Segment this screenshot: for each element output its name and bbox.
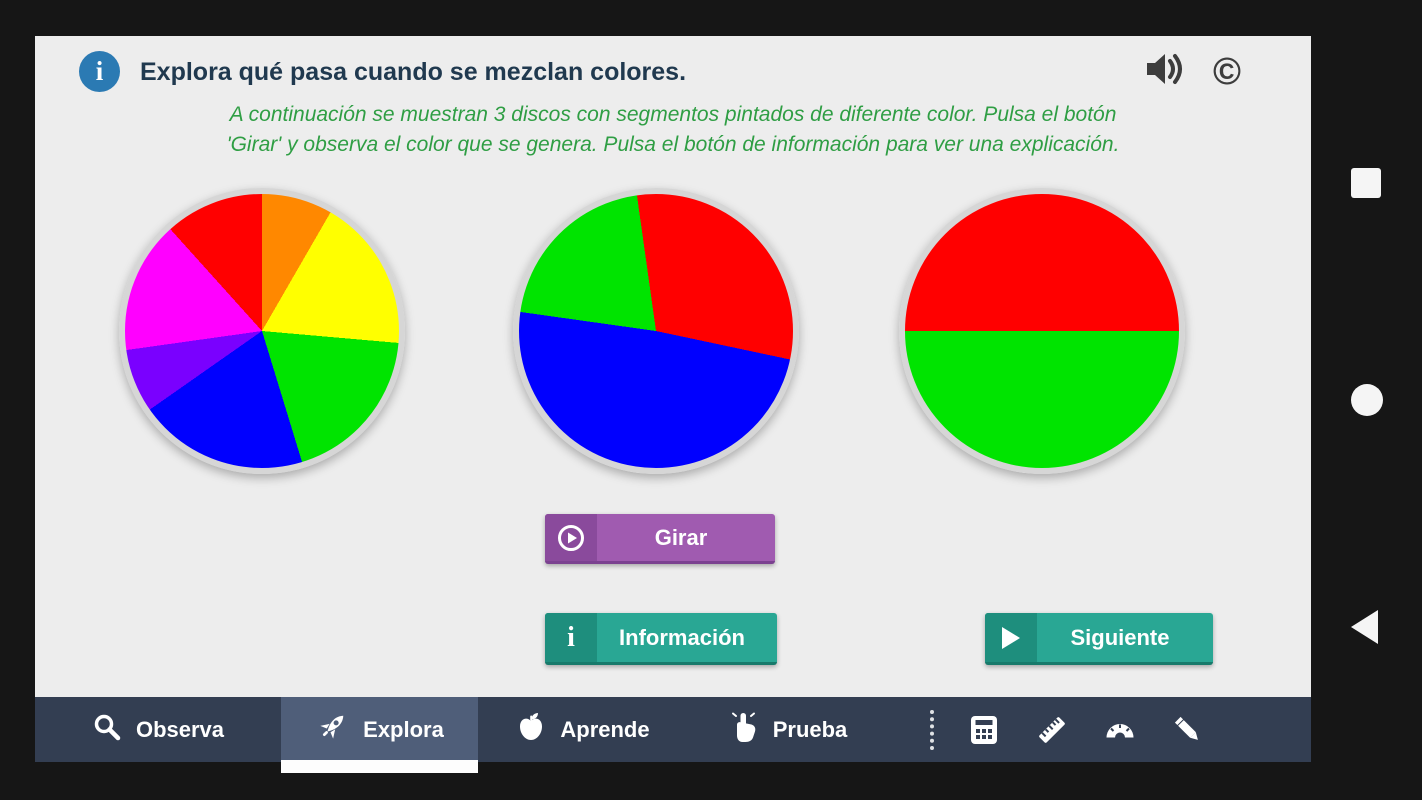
play-icon: [985, 613, 1037, 662]
tab-prueba[interactable]: Prueba: [688, 697, 888, 762]
bottom-navbar: Observa Explora: [35, 697, 1311, 773]
info-icon: i: [545, 613, 597, 662]
android-system-nav: [1310, 0, 1422, 800]
girar-button[interactable]: Girar: [545, 514, 775, 564]
speaker-icon[interactable]: [1145, 52, 1187, 91]
instructions: A continuación se muestran 3 discos con …: [35, 100, 1311, 160]
instructions-line-1: A continuación se muestran 3 discos con …: [229, 103, 1117, 126]
tab-aprende[interactable]: Aprende: [478, 697, 688, 762]
copyright-icon[interactable]: ©: [1213, 50, 1241, 93]
tab-aprende-label: Aprende: [560, 716, 650, 742]
tab-observa[interactable]: Observa: [35, 697, 281, 762]
siguiente-button-label: Siguiente: [1070, 624, 1170, 650]
header-icons: ©: [1145, 52, 1241, 91]
magnifier-icon: [92, 712, 122, 748]
calculator-icon[interactable]: [950, 697, 1018, 762]
apple-icon: [516, 711, 546, 749]
navbar-separator: [930, 709, 934, 750]
informacion-button-label: Información: [619, 624, 745, 650]
girar-button-label: Girar: [654, 524, 708, 550]
play-circle-icon: [545, 514, 597, 561]
tab-observa-label: Observa: [135, 716, 225, 742]
home-button[interactable]: [1351, 384, 1383, 416]
tab-prueba-label: Prueba: [772, 716, 848, 742]
instructions-line-2: 'Girar' y observa el color que se genera…: [226, 132, 1120, 156]
ruler-icon[interactable]: [1018, 697, 1086, 762]
page-title: Explora qué pasa cuando se mezclan color…: [140, 58, 687, 86]
color-wheel-disc-1: [119, 188, 405, 474]
recent-apps-button[interactable]: [1351, 168, 1381, 198]
app-stage: i Explora qué pasa cuando se mezclan col…: [35, 36, 1311, 773]
toolbar: [950, 697, 1222, 762]
tab-explora-label: Explora: [363, 716, 444, 742]
rocket-icon: [315, 710, 349, 750]
informacion-button[interactable]: i Información: [545, 613, 777, 665]
back-button[interactable]: [1351, 610, 1378, 644]
tab-explora[interactable]: Explora: [281, 697, 478, 773]
protractor-icon[interactable]: [1086, 697, 1154, 762]
color-wheel-disc-3: [899, 188, 1185, 474]
pencil-icon[interactable]: [1154, 697, 1222, 762]
hand-press-icon: [729, 711, 759, 749]
info-badge-icon: i: [79, 51, 120, 92]
color-wheel-disc-2: [513, 188, 799, 474]
siguiente-button[interactable]: Siguiente: [985, 613, 1213, 665]
